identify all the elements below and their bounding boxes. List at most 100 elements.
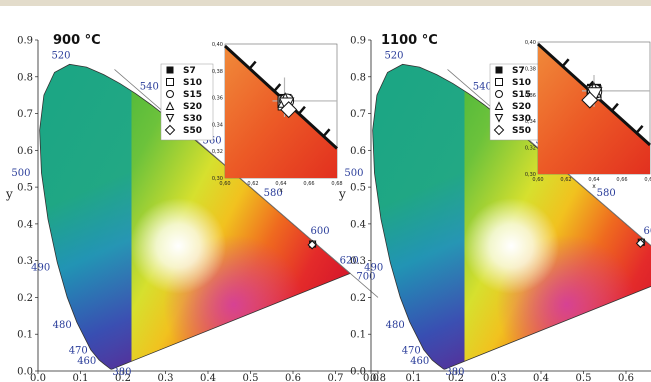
marker-triangle-up	[165, 101, 175, 110]
marker-diamond	[164, 124, 176, 136]
chart-panel-1: 0.0 0.1 0.2 0.3 0.4 0.5 0.6 0.7 0.80.00.10.20.30…	[5, 33, 386, 382]
x-tick-label: 0.2	[448, 373, 464, 382]
wavelength-label-600: 600	[310, 226, 329, 237]
marker-circle	[166, 90, 174, 98]
y-tick-label: 0.2	[17, 293, 33, 304]
marker-diamond	[581, 91, 599, 109]
legend-entry-S15: S15	[183, 90, 202, 100]
locus-guide-line	[114, 69, 379, 298]
legend-entry-S30: S30	[183, 114, 202, 124]
y-tick-label: 0.9	[350, 36, 366, 47]
x-tick-label: 0.3	[491, 373, 507, 382]
inset-gamut-region	[538, 44, 650, 174]
inset-edge-tick	[248, 60, 257, 70]
wavelength-label-490: 490	[31, 263, 50, 274]
inset-y-tick-label: 0,40	[525, 40, 536, 46]
inset-x-tick-label: 0,66	[303, 181, 314, 187]
inset-edge-tick	[273, 83, 282, 92]
legend-entry-S10: S10	[183, 78, 202, 88]
inset-y-tick-label: 0,38	[525, 66, 536, 72]
wavelength-label-580: 580	[264, 188, 283, 199]
legend-entry-S20: S20	[183, 102, 202, 112]
legend: S7 S10 S15 S20 S30 S50	[489, 63, 543, 141]
inset-y-tick-label: 0,36	[212, 96, 223, 102]
inset-x-tick-label: 0,60	[219, 181, 230, 187]
inset-edge-tick	[561, 58, 570, 68]
x-tick-label: 0.6	[618, 373, 634, 382]
wavelength-label-520: 520	[51, 50, 70, 61]
panel-title: 1100 °C	[381, 33, 438, 48]
y-tick-label: 0.8	[17, 72, 33, 83]
y-axis-label: y	[5, 187, 13, 201]
y-axis-label: y	[338, 187, 346, 201]
y-tick-label: 0.0	[17, 367, 33, 378]
y-tick-label: 0.3	[17, 256, 33, 267]
inset-y-tick-label: 0,34	[525, 119, 536, 125]
wavelength-label-480: 480	[386, 320, 405, 331]
y-tick-label: 0.2	[350, 293, 366, 304]
x-tick-label: 0.0	[363, 373, 379, 382]
x-tick-label: 0.2	[115, 373, 131, 382]
wavelength-label-380: 380	[445, 367, 464, 378]
legend-entry-S7: S7	[183, 66, 196, 76]
inset-y-tick-label: 0,36	[525, 93, 536, 99]
marker-square	[166, 78, 174, 86]
inset-edge-tick	[322, 128, 331, 138]
y-tick-label: 0.5	[17, 183, 33, 194]
y-tick-label: 0.4	[350, 219, 366, 230]
x-tick-label: 0.6	[285, 373, 301, 382]
marker-diamond	[493, 124, 505, 136]
inset-y-tick-label: 0,32	[525, 146, 536, 152]
wavelength-label-560: 560	[203, 136, 222, 147]
wavelength-label-460: 460	[410, 356, 429, 367]
wavelength-label-600: 600	[643, 226, 651, 237]
inset-x-tick-label: 0,68	[644, 177, 651, 183]
inset-x-tick-label: 0,68	[331, 181, 342, 187]
inset-zoom: 0,60 0,62 0,64 0,66 0,68 0,30 0,32 0,34 0,36 0,38…	[212, 42, 343, 194]
wavelength-label-500: 500	[344, 168, 363, 179]
inset-gamut-region	[225, 46, 337, 178]
wavelength-label-490: 490	[364, 263, 383, 274]
inset-y-tick-label: 0,38	[212, 69, 223, 75]
legend: S7 S10 S15 S20 S30 S50	[160, 63, 214, 141]
wavelength-label-470: 470	[69, 346, 88, 357]
y-tick-label: 0.6	[350, 146, 366, 157]
x-tick-label: 0.8	[370, 373, 386, 382]
marker-diamond	[635, 238, 646, 248]
legend-entry-S10: S10	[512, 78, 531, 88]
inset-x-axis-label: x	[279, 187, 283, 194]
inset-x-tick-label: 0,62	[247, 181, 258, 187]
inset-x-tick-label: 0,66	[616, 177, 627, 183]
inset-y-tick-label: 0,40	[212, 42, 223, 48]
x-tick-label: 0.5	[243, 373, 259, 382]
x-tick-label: 0.5	[576, 373, 592, 382]
marker-square-filled	[166, 66, 174, 74]
inset-edge-tick	[297, 105, 306, 115]
y-tick-label: 0.3	[350, 256, 366, 267]
legend-entry-S30: S30	[512, 114, 531, 124]
wavelength-label-580: 580	[597, 188, 616, 199]
inset-x-tick-label: 0,62	[560, 177, 571, 183]
inset-y-tick-label: 0,30	[212, 176, 223, 182]
x-tick-label: 0.1	[73, 373, 89, 382]
inset-y-tick-label: 0,34	[212, 122, 223, 128]
x-tick-label: 0.1	[406, 373, 422, 382]
legend-entry-S50: S50	[512, 126, 531, 136]
inset-x-tick-label: 0,60	[532, 177, 543, 183]
y-tick-label: 0.7	[350, 109, 366, 120]
wavelength-label-480: 480	[53, 320, 72, 331]
wavelength-label-540: 540	[473, 82, 492, 93]
inset-edge-tick	[635, 125, 644, 134]
wavelength-label-470: 470	[402, 346, 421, 357]
legend-entry-S15: S15	[512, 90, 531, 100]
marker-circle	[495, 90, 503, 98]
x-tick-label: 0.0	[30, 373, 46, 382]
marker-diamond	[307, 240, 317, 250]
legend-entry-S7: S7	[512, 66, 525, 76]
chart-panel-2: 0.00.10.20.30.40.50.60.70.80.00.10.20.30…	[338, 33, 651, 382]
x-tick-label: 0.4	[533, 373, 549, 382]
wavelength-label-700: 700	[356, 272, 375, 283]
y-tick-label: 0.8	[350, 72, 366, 83]
inset-y-tick-label: 0,30	[525, 172, 536, 178]
